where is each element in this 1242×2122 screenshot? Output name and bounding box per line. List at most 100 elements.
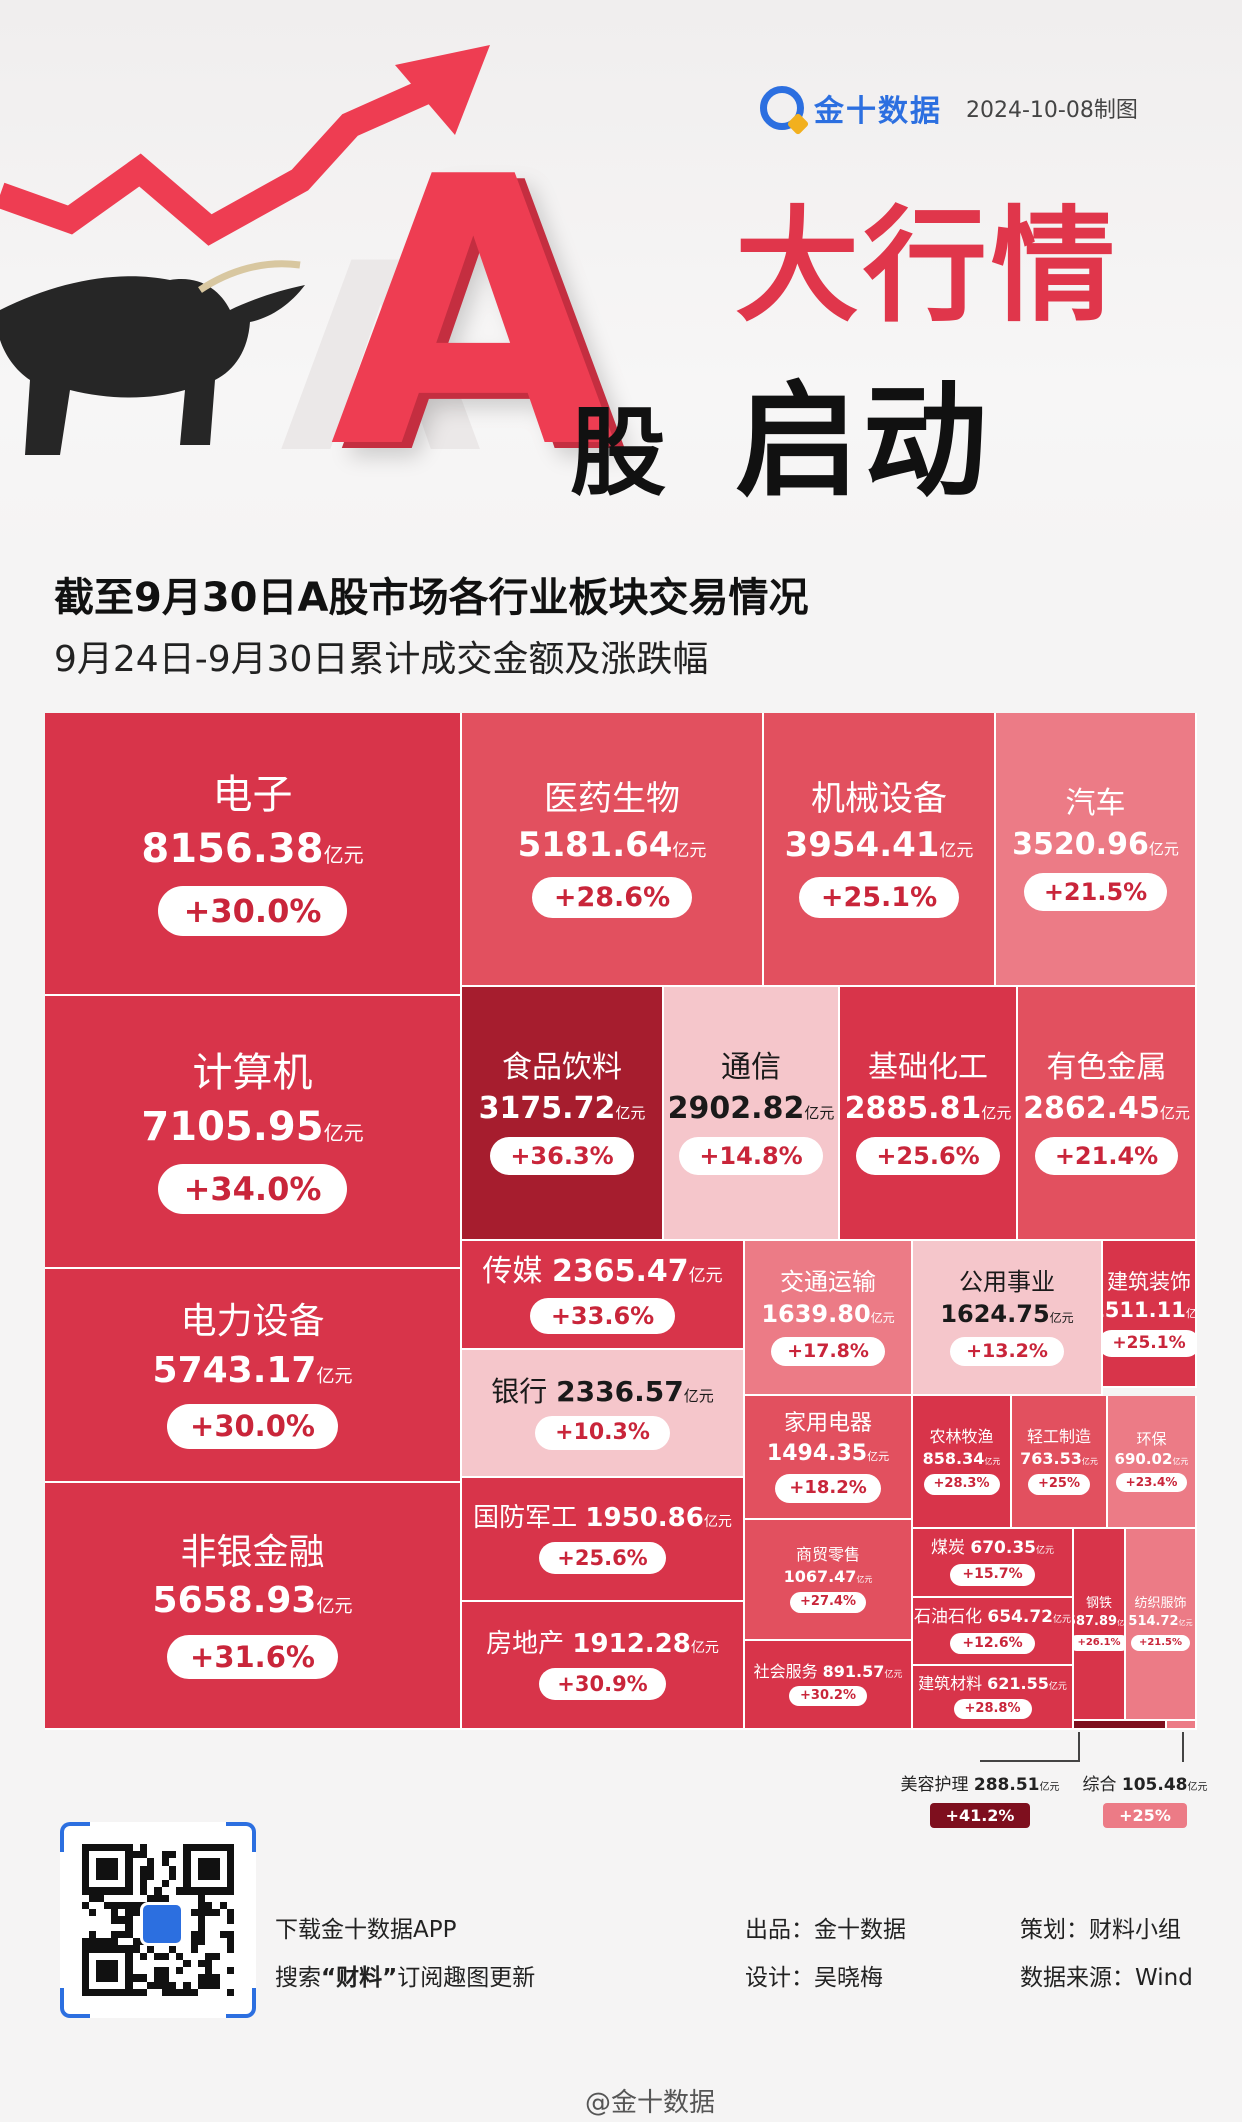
sector-tile: 煤炭 670.35亿元 +15.7% [913, 1529, 1074, 1598]
sector-change-badge: +25.1% [798, 876, 960, 919]
gu-character: 股 [570, 397, 666, 509]
source-credit: 数据来源：Wind [1020, 1965, 1193, 1991]
sector-tile: 建筑装饰 1511.11亿元 +25.1% [1103, 1241, 1197, 1388]
sector-change-badge: +28.3% [923, 1474, 1000, 1495]
sector-tile: 有色金属 2862.45亿元 +21.4% [1018, 987, 1197, 1241]
sector-change-badge: +15.7% [950, 1564, 1035, 1586]
sector-change-badge: +30.9% [539, 1667, 666, 1701]
chart-date: 2024-10-08制图 [966, 98, 1138, 123]
sector-tile: 纺织服饰 514.72亿元 +21.5% [1126, 1529, 1197, 1721]
sector-name: 基础化工 [868, 1050, 988, 1085]
sector-change-badge: +31.6% [167, 1634, 338, 1680]
leader-line [980, 1732, 1080, 1762]
download-app-text: 下载金十数据APP [275, 1917, 457, 1943]
rising-arrow-icon [0, 45, 490, 246]
sector-tile: 环保 690.02亿元 +23.4% [1108, 1396, 1197, 1529]
sector-label: 社会服务 891.57亿元 [753, 1661, 903, 1681]
sector-amount: 2885.81亿元 [844, 1090, 1012, 1126]
producer-credit: 出品：金十数据 [745, 1917, 906, 1943]
sector-tile: 钢铁 587.89亿元 +26.1% [1074, 1529, 1126, 1721]
sector-name: 计算机 [192, 1049, 313, 1096]
sector-amount: 858.34亿元 [922, 1448, 1001, 1468]
sector-label: 国防军工 1950.86亿元 [473, 1502, 732, 1533]
sector-amount: 690.02亿元 [1114, 1450, 1189, 1468]
sector-name: 钢铁 [1085, 1595, 1112, 1611]
sector-change-badge: +17.8% [771, 1336, 885, 1367]
weibo-watermark: @金十数据 [585, 2088, 716, 2118]
sector-change-badge: +30.2% [789, 1686, 867, 1707]
sector-tile: 电力设备 5743.17亿元 +30.0% [45, 1269, 462, 1483]
title-line-1: 大行情 [735, 195, 1120, 339]
sector-change-badge: +30.0% [167, 1404, 338, 1449]
sector-change-badge: +33.6% [529, 1298, 676, 1335]
sector-amount: 763.53亿元 [1020, 1448, 1098, 1468]
sector-change-badge: +12.6% [950, 1632, 1035, 1655]
sector-tile: 非银金融 5658.93亿元 +31.6% [45, 1483, 462, 1730]
sector-amount: 1624.75亿元 [940, 1300, 1074, 1329]
sector-tile: 银行 2336.57亿元 +10.3% [462, 1350, 745, 1478]
sector-amount: 3954.41亿元 [784, 824, 974, 865]
sector-name: 公用事业 [959, 1267, 1055, 1296]
sector-tile: 食品饮料 3175.72亿元 +36.3% [462, 987, 664, 1241]
brand-logo-icon [760, 86, 804, 130]
qr-logo-icon [140, 1902, 184, 1946]
sector-tile [1074, 1721, 1167, 1730]
sector-change-badge: +13.2% [950, 1336, 1064, 1367]
sector-change-badge: +25% [1103, 1803, 1187, 1828]
sector-amount: 8156.38亿元 [141, 825, 364, 872]
sector-amount: 1511.11亿元 [1103, 1298, 1197, 1323]
sector-label: 传媒 2365.47亿元 [482, 1253, 723, 1289]
ghost-letter: A [280, 209, 482, 511]
sector-amount: 5658.93亿元 [152, 1580, 353, 1622]
sector-callout: 综合 105.48亿元 +25% [1080, 1770, 1210, 1828]
sector-name: 纺织服饰 [1134, 1595, 1187, 1611]
chart-subtitle: 9月24日-9月30日累计成交金额及涨跌幅 [54, 639, 709, 680]
sector-amount: 7105.95亿元 [141, 1103, 364, 1150]
sector-amount: 5181.64亿元 [517, 824, 707, 865]
sector-callout: 美容护理 288.51亿元 +41.2% [880, 1770, 1080, 1828]
sector-label: 美容护理 288.51亿元 [900, 1775, 1060, 1795]
bull-icon [0, 260, 305, 455]
sector-tile: 石油石化 654.72亿元 +12.6% [913, 1598, 1074, 1666]
sector-label: 综合 105.48亿元 [1082, 1775, 1208, 1795]
brand-header: 金十数据 2024-10-08制图 [760, 86, 1138, 130]
sector-change-badge: +23.4% [1115, 1473, 1188, 1493]
sector-label: 房地产 1912.28亿元 [486, 1628, 719, 1659]
sector-amount: 2862.45亿元 [1023, 1090, 1190, 1126]
designer-credit: 设计：吴晓梅 [745, 1965, 883, 1991]
sector-name: 有色金属 [1046, 1050, 1167, 1085]
sector-tile: 商贸零售 1067.47亿元 +27.4% [745, 1520, 913, 1641]
sector-label: 石油石化 654.72亿元 [913, 1606, 1072, 1627]
sector-tile: 轻工制造 763.53亿元 +25% [1012, 1396, 1108, 1529]
sector-tile [1167, 1721, 1197, 1730]
sector-tile: 机械设备 3954.41亿元 +25.1% [764, 713, 996, 987]
sector-amount: 1494.35亿元 [766, 1440, 890, 1466]
sector-tile: 家用电器 1494.35亿元 +18.2% [745, 1396, 913, 1520]
sector-name: 电力设备 [180, 1301, 325, 1343]
sector-change-badge: +41.2% [929, 1803, 1031, 1828]
sector-tile: 基础化工 2885.81亿元 +25.6% [840, 987, 1018, 1241]
sector-name: 环保 [1136, 1429, 1167, 1448]
sector-label: 建筑材料 621.55亿元 [918, 1674, 1067, 1694]
sector-treemap: 电子 8156.38亿元 +30.0% 计算机 7105.95亿元 +34.0% 电力设备 5… [45, 713, 1197, 1730]
sector-name: 农林牧渔 [929, 1427, 994, 1447]
sector-change-badge: +21.5% [1023, 873, 1168, 911]
sector-tile: 交通运输 1639.80亿元 +17.8% [745, 1241, 913, 1396]
sector-change-badge: +28.6% [531, 876, 693, 919]
sector-tile: 农林牧渔 858.34亿元 +28.3% [913, 1396, 1012, 1529]
sector-name: 汽车 [1065, 786, 1126, 821]
title-line-2: 启动 [735, 370, 992, 514]
search-instruction: 搜索“财料”订阅趣图更新 [275, 1965, 536, 1991]
sector-name: 电子 [212, 771, 293, 818]
sector-amount: 3175.72亿元 [478, 1090, 646, 1126]
sector-amount: 1639.80亿元 [761, 1300, 895, 1329]
sector-name: 非银金融 [180, 1531, 325, 1573]
qr-code[interactable] [60, 1822, 256, 2018]
sector-name: 食品饮料 [502, 1050, 622, 1085]
sector-amount: 3520.96亿元 [1012, 826, 1179, 862]
sector-amount: 1067.47亿元 [783, 1566, 873, 1586]
sector-name: 家用电器 [783, 1411, 872, 1437]
sector-change-badge: +27.4% [790, 1592, 866, 1613]
sector-tile: 社会服务 891.57亿元 +30.2% [745, 1641, 913, 1730]
sector-change-badge: +10.3% [535, 1416, 670, 1450]
